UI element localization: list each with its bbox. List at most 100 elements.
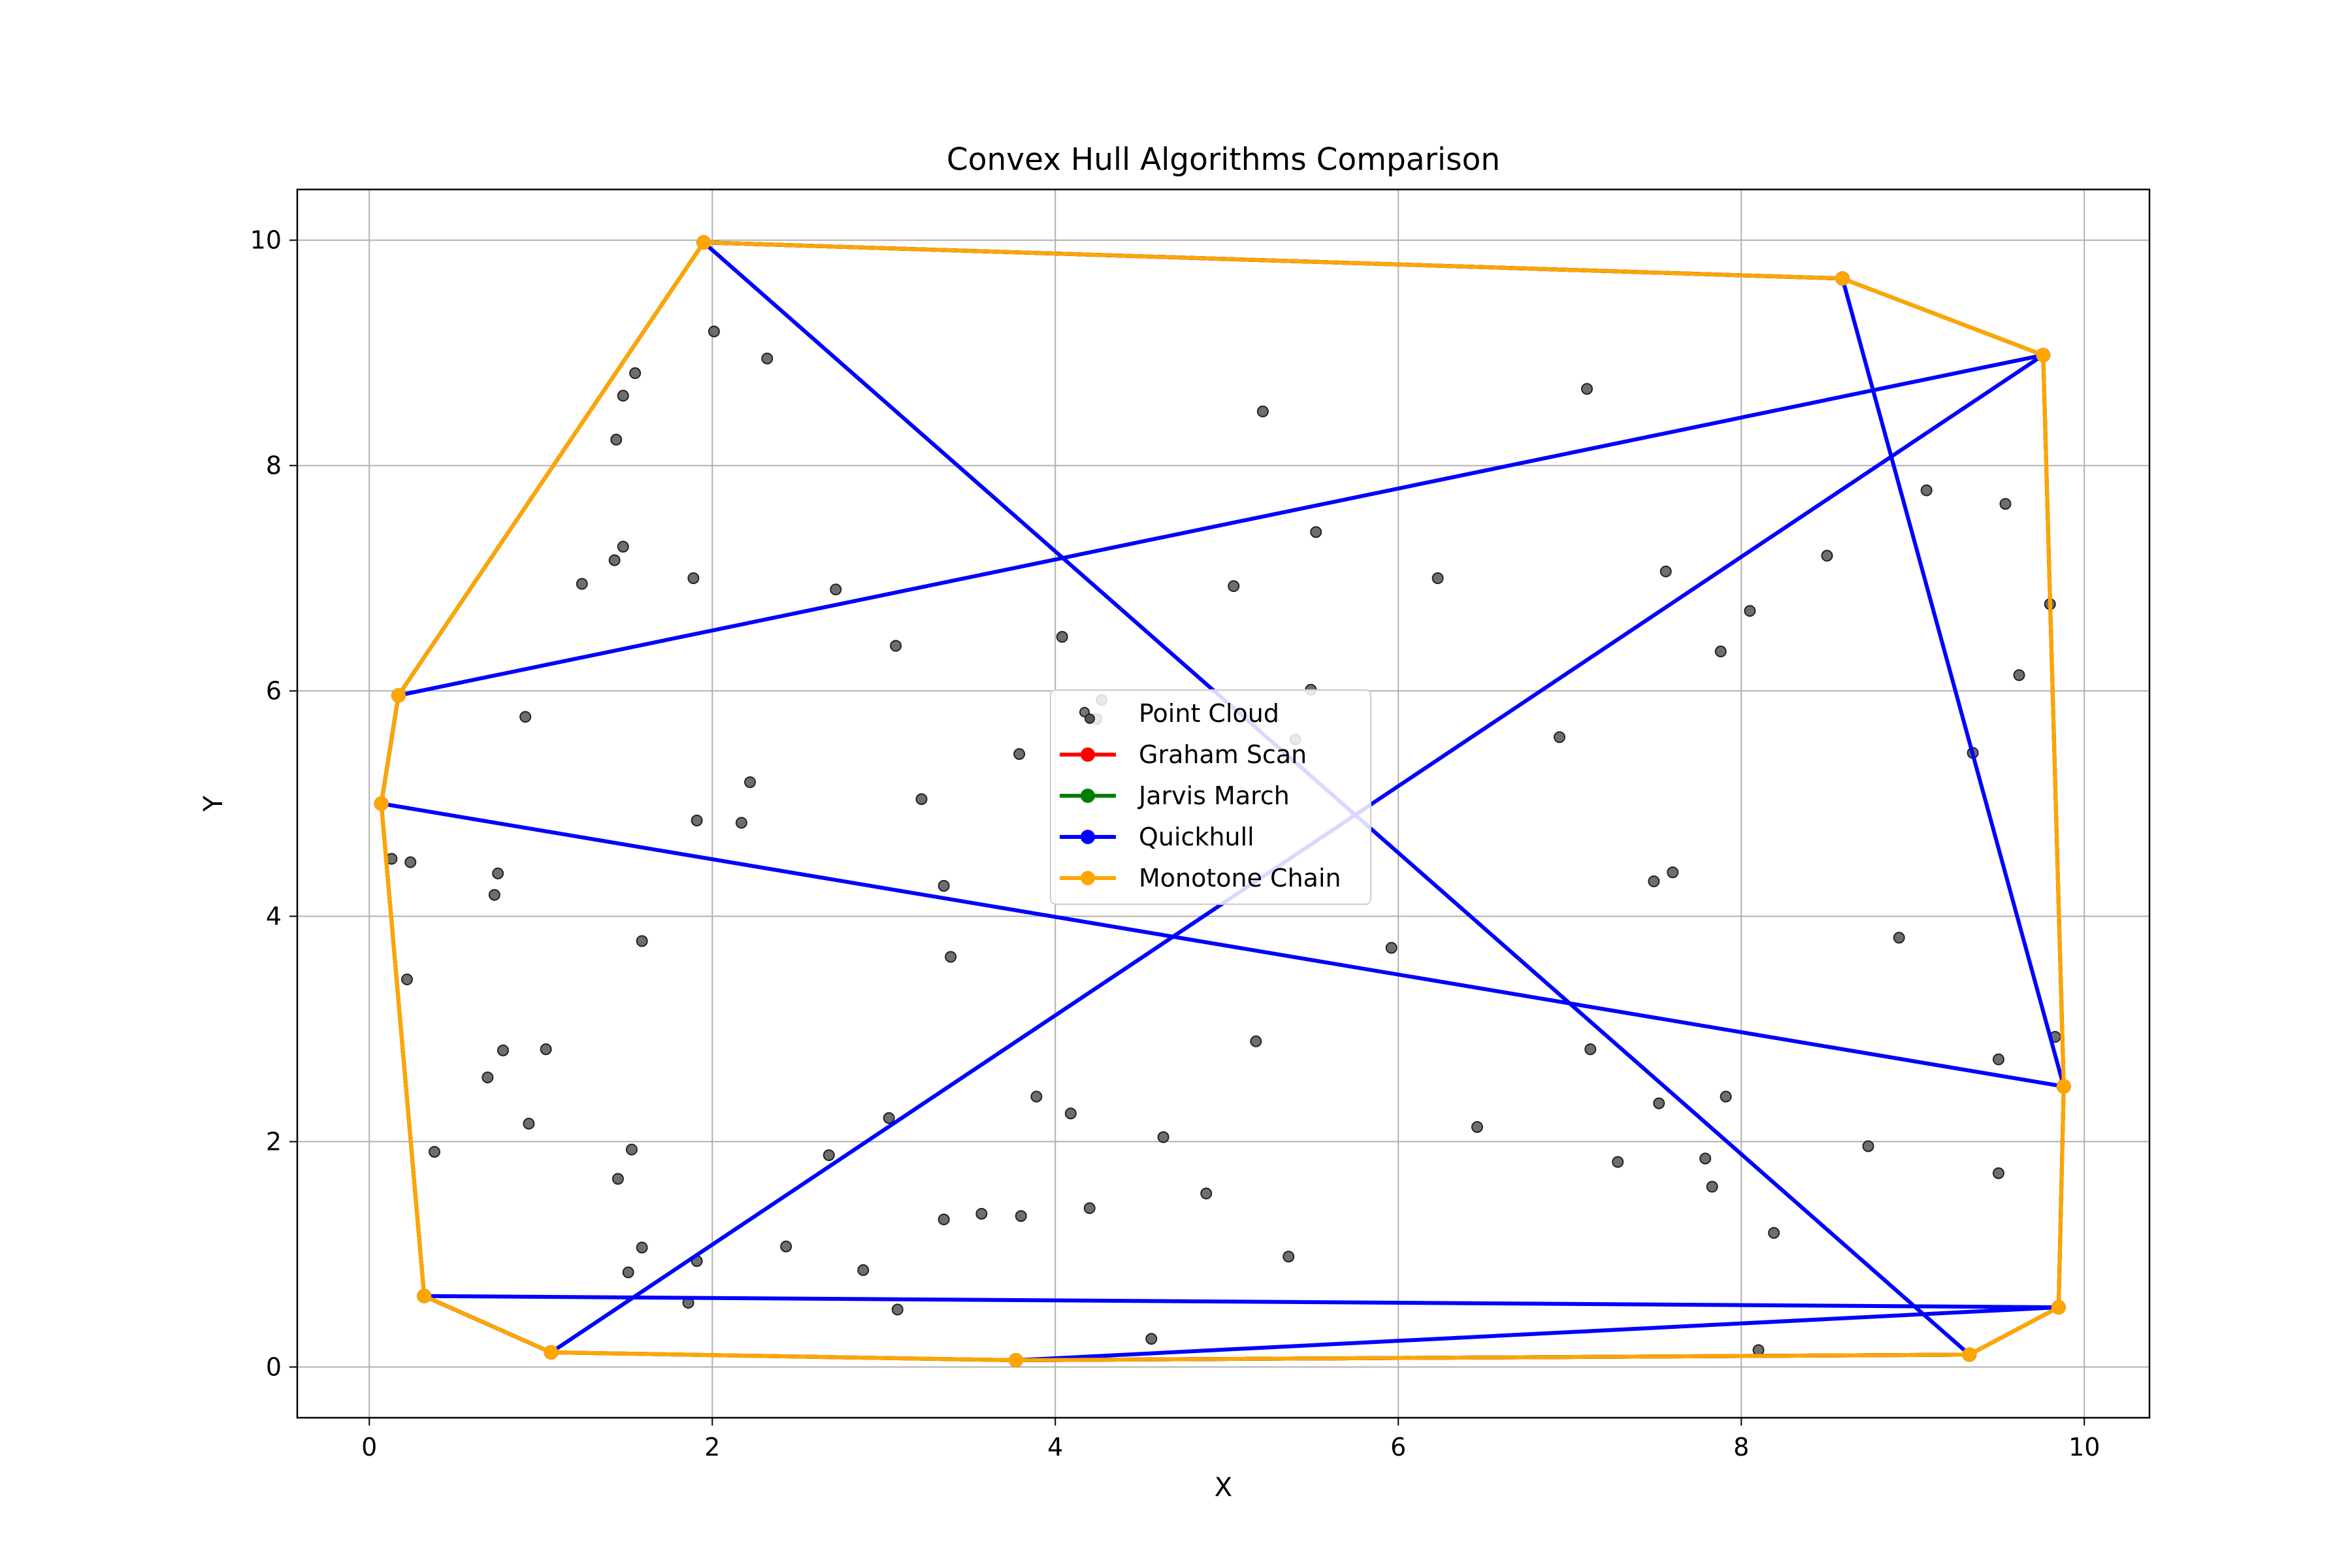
legend-marker bbox=[1081, 830, 1095, 844]
x-tick-label: 2 bbox=[704, 1433, 720, 1462]
point-cloud-point bbox=[687, 572, 700, 585]
point-cloud-point bbox=[540, 1043, 552, 1055]
point-cloud-point bbox=[830, 583, 842, 596]
legend-marker bbox=[1081, 871, 1095, 885]
monotone-chain-marker bbox=[1008, 1353, 1023, 1368]
legend-marker bbox=[1081, 747, 1095, 762]
point-cloud-point bbox=[612, 1173, 624, 1185]
point-cloud-point bbox=[1282, 1250, 1295, 1263]
point-cloud-point bbox=[1821, 549, 1833, 562]
point-cloud-point bbox=[519, 711, 532, 723]
point-cloud-point bbox=[1993, 1053, 2004, 1066]
point-cloud-point bbox=[1030, 1090, 1043, 1103]
point-cloud-point bbox=[1256, 405, 1269, 417]
chart-title: Convex Hull Algorithms Comparison bbox=[947, 142, 1500, 178]
point-cloud-point bbox=[938, 879, 950, 892]
monotone-chain-marker bbox=[696, 235, 711, 250]
point-cloud-point bbox=[1768, 1227, 1780, 1239]
point-cloud-point bbox=[1744, 605, 1756, 617]
point-cloud-point bbox=[1714, 645, 1727, 658]
point-cloud-point bbox=[1699, 1152, 1712, 1165]
legend-label: Quickhull bbox=[1139, 823, 1254, 851]
point-cloud-point bbox=[482, 1071, 494, 1084]
point-cloud-point bbox=[636, 1241, 648, 1254]
point-cloud-point bbox=[780, 1240, 792, 1252]
point-cloud-point bbox=[1554, 731, 1565, 743]
legend-label: Point Cloud bbox=[1139, 699, 1279, 728]
y-tick-label: 10 bbox=[250, 226, 282, 255]
point-cloud-point bbox=[1862, 1140, 1874, 1152]
monotone-chain-marker bbox=[2051, 1299, 2066, 1315]
point-cloud-point bbox=[576, 578, 588, 590]
point-cloud-point bbox=[1584, 1043, 1597, 1055]
point-cloud-point bbox=[523, 1117, 535, 1130]
point-cloud-point bbox=[1310, 526, 1322, 538]
point-cloud-point bbox=[636, 935, 648, 947]
point-cloud-point bbox=[1385, 941, 1397, 954]
monotone-chain-marker bbox=[1962, 1347, 1977, 1362]
point-cloud-point bbox=[1706, 1181, 1718, 1193]
point-cloud-point bbox=[1581, 383, 1593, 395]
point-cloud-point bbox=[1471, 1121, 1483, 1134]
point-cloud-point bbox=[429, 1145, 440, 1158]
monotone-chain-marker bbox=[2056, 1079, 2071, 1094]
point-cloud-point bbox=[975, 1207, 988, 1220]
legend-label: Monotone Chain bbox=[1139, 864, 1341, 892]
x-tick-label: 4 bbox=[1047, 1433, 1063, 1462]
point-cloud-point bbox=[497, 1044, 509, 1056]
point-cloud-point bbox=[1752, 1344, 1765, 1356]
legend-box bbox=[1050, 689, 1371, 905]
monotone-chain-line bbox=[379, 240, 2066, 1362]
plot-area-frame bbox=[296, 188, 2151, 1419]
y-tick-label: 8 bbox=[266, 451, 282, 480]
y-tick-label: 0 bbox=[266, 1352, 282, 1381]
point-cloud-point bbox=[1893, 932, 1905, 944]
x-tick-label: 6 bbox=[1390, 1433, 1406, 1462]
point-cloud-point bbox=[890, 640, 902, 652]
point-cloud-point bbox=[1667, 866, 1679, 879]
point-cloud-point bbox=[1157, 1131, 1169, 1143]
point-cloud-point bbox=[401, 973, 413, 986]
point-cloud-point bbox=[488, 889, 500, 901]
point-cloud-point bbox=[691, 814, 703, 826]
point-cloud-point bbox=[1612, 1156, 1624, 1168]
point-cloud-point bbox=[1999, 498, 2012, 510]
hull-series bbox=[374, 235, 2071, 1368]
point-cloud-point bbox=[1064, 1107, 1077, 1120]
axis-ticks: 0 2 4 6 8 10 0 2 4 6 8 10 bbox=[250, 226, 2100, 1462]
point-cloud-point bbox=[708, 325, 720, 338]
y-tick-label: 4 bbox=[266, 902, 282, 930]
point-cloud-point bbox=[1659, 565, 1672, 578]
point-cloud-point bbox=[1145, 1333, 1158, 1345]
point-cloud-point bbox=[744, 776, 756, 789]
point-cloud-point bbox=[1993, 1167, 2004, 1179]
x-tick-label: 0 bbox=[361, 1433, 377, 1462]
legend-point-cloud-marker bbox=[1085, 713, 1095, 724]
point-cloud-point bbox=[945, 951, 957, 963]
monotone-chain-marker bbox=[2036, 348, 2051, 363]
point-cloud-point bbox=[404, 856, 417, 868]
y-tick-label: 2 bbox=[266, 1127, 282, 1156]
point-cloud-point bbox=[883, 1112, 895, 1124]
point-cloud-point bbox=[492, 867, 504, 879]
point-cloud-point bbox=[617, 389, 629, 402]
x-axis-label: X bbox=[1215, 1473, 1232, 1503]
y-tick-label: 6 bbox=[266, 677, 282, 706]
point-cloud-point bbox=[1653, 1097, 1665, 1109]
monotone-chain-marker bbox=[391, 688, 406, 703]
legend-label: Graham Scan bbox=[1139, 740, 1307, 769]
point-cloud-point bbox=[1083, 1202, 1096, 1215]
point-cloud-point bbox=[735, 817, 747, 829]
legend-marker bbox=[1081, 789, 1095, 803]
point-cloud-point bbox=[1056, 630, 1068, 643]
point-cloud-point bbox=[1250, 1035, 1262, 1047]
monotone-chain-marker bbox=[374, 796, 389, 811]
point-cloud-point bbox=[622, 1266, 634, 1279]
point-cloud-point bbox=[1200, 1187, 1213, 1200]
point-cloud-point bbox=[625, 1143, 638, 1156]
legend-label: Jarvis March bbox=[1137, 781, 1290, 810]
point-cloud-point bbox=[2013, 669, 2025, 681]
point-cloud-point bbox=[617, 540, 629, 553]
point-cloud-point bbox=[1431, 572, 1444, 585]
